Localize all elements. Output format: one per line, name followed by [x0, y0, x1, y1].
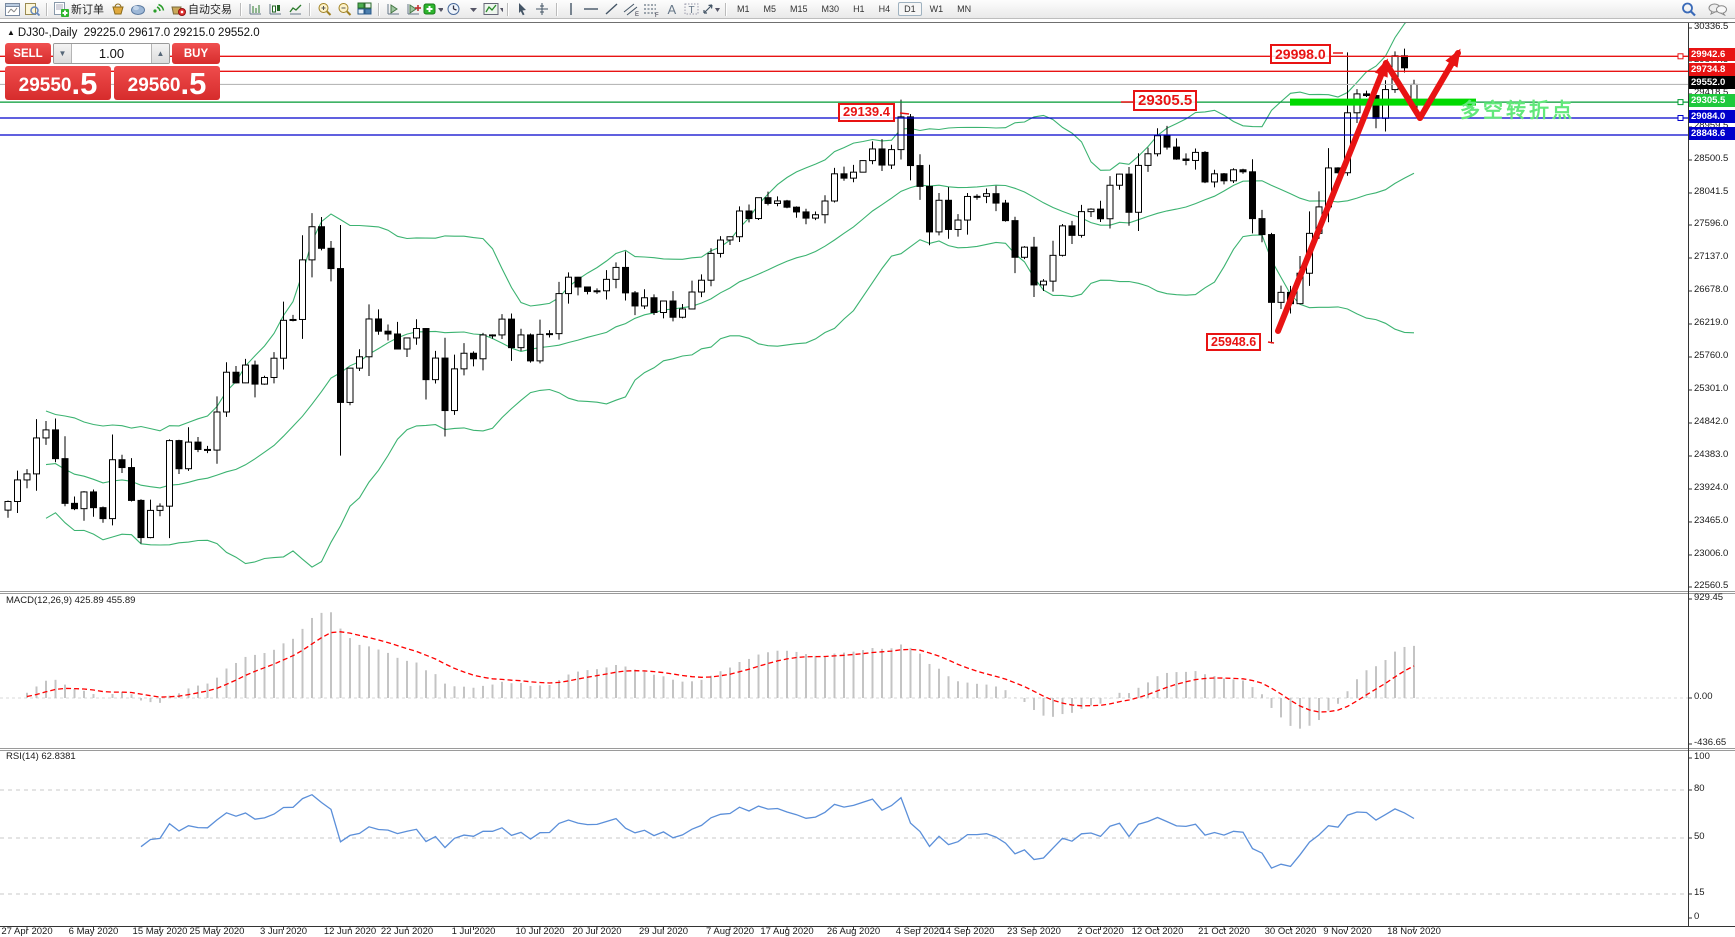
zoom-out-icon[interactable]	[334, 1, 354, 17]
toolbar-separator	[309, 2, 310, 16]
chat-icon[interactable]	[1707, 1, 1727, 17]
autotrade-label[interactable]: 自动交易	[188, 4, 232, 16]
symbol-period-label: DJ30-,Daily	[17, 27, 78, 39]
styles-bucket-icon[interactable]	[108, 1, 128, 17]
dropdown-caret-icon[interactable]	[463, 1, 483, 17]
sell-price-main: 29550	[18, 75, 72, 96]
label-tool-icon[interactable]: T	[681, 1, 701, 17]
toolbar: 新订单 自动交易 E F A T M1 M5 M15 M30 H1 H4 D1 W1 M	[0, 0, 1735, 19]
candle-chart-mode-icon[interactable]	[265, 1, 285, 17]
toolbar-separator	[240, 2, 241, 16]
tf-button-M30[interactable]: M30	[821, 4, 840, 14]
fibonacci-tool-icon[interactable]: F	[641, 1, 661, 17]
buy-button[interactable]: BUY	[172, 43, 220, 64]
volume-up-button[interactable]: ▲	[151, 44, 169, 63]
svg-text:E: E	[635, 12, 639, 17]
market-cloud-icon[interactable]	[128, 1, 148, 17]
new-order-icon[interactable]	[51, 1, 71, 17]
horizontal-line-tool-icon[interactable]	[581, 1, 601, 17]
period-clock-icon[interactable]	[443, 1, 463, 17]
chart-window-icon[interactable]	[2, 1, 22, 17]
line-chart-mode-icon[interactable]	[285, 1, 305, 17]
tf-button-W1[interactable]: W1	[929, 4, 944, 14]
toolbar-separator	[46, 2, 47, 16]
volume-stepper: ▼ 1.00 ▲	[53, 43, 170, 64]
channel-tool-icon[interactable]: E	[621, 1, 641, 17]
toolbar-separator	[725, 2, 726, 16]
crosshair-icon[interactable]	[532, 1, 552, 17]
add-indicator-icon[interactable]	[423, 1, 443, 17]
cursor-icon[interactable]	[512, 1, 532, 17]
tf-button-H1[interactable]: H1	[853, 4, 865, 14]
buy-price-main: 29560	[127, 75, 181, 96]
ohlc-readout: 29225.0 29617.0 29215.0 29552.0	[83, 27, 260, 39]
buy-price-big-digit: .5	[180, 66, 207, 101]
tf-button-D1[interactable]: D1	[898, 2, 922, 16]
text-tool-icon[interactable]: A	[661, 1, 681, 17]
one-click-trade-panel: SELL ▼ 1.00 ▲ BUY 29550.5 29560.5	[5, 43, 220, 100]
macd-histogram	[26, 612, 1415, 729]
tf-button-MN[interactable]: MN	[957, 4, 972, 14]
signals-icon[interactable]	[148, 1, 168, 17]
new-order-label[interactable]: 新订单	[71, 4, 104, 16]
toolbar-separator	[507, 2, 508, 16]
volume-value[interactable]: 1.00	[98, 46, 125, 61]
macd-signal-line	[26, 631, 1415, 713]
bar-chart-mode-icon[interactable]	[245, 1, 265, 17]
toolbar-separator	[378, 2, 379, 16]
autotrade-icon[interactable]	[168, 1, 188, 17]
bollinger-bands	[45, 23, 1415, 568]
rsi-line	[140, 793, 1415, 869]
support-bar[interactable]	[1290, 98, 1476, 106]
trendline-tool-icon[interactable]	[601, 1, 621, 17]
chart-header: ▲ DJ30-,Daily 29225.0 29617.0 29215.0 295…	[7, 27, 260, 39]
chart-canvas[interactable]	[0, 23, 1735, 937]
search-icon[interactable]	[1679, 1, 1699, 17]
toolbar-separator	[556, 2, 557, 16]
indicator-window-icon[interactable]	[383, 1, 403, 17]
tf-button-H4[interactable]: H4	[878, 4, 891, 14]
shapes-tool-icon[interactable]	[701, 1, 721, 17]
sell-button[interactable]: SELL	[5, 43, 51, 64]
pane-borders	[0, 23, 1735, 930]
zoom-in-icon[interactable]	[314, 1, 334, 17]
timeframe-bar: M1 M5 M15 M30 H1 H4 D1 W1 MN	[730, 2, 978, 16]
svg-text:A: A	[667, 2, 676, 16]
sell-price[interactable]: 29550.5	[5, 66, 111, 100]
sell-price-big-digit: .5	[71, 66, 98, 101]
trend-arrows[interactable]	[1275, 48, 1461, 334]
tf-button-M1[interactable]: M1	[737, 4, 750, 14]
vertical-line-tool-icon[interactable]	[561, 1, 581, 17]
candlestick-series	[4, 48, 1418, 544]
collapse-icon[interactable]: ▲	[7, 28, 15, 37]
svg-text:T: T	[688, 5, 694, 16]
chart-window: ▲ DJ30-,Daily 29225.0 29617.0 29215.0 295…	[0, 22, 1735, 937]
indicator-window-add-icon[interactable]	[403, 1, 423, 17]
tile-windows-icon[interactable]	[354, 1, 374, 17]
volume-down-button[interactable]: ▼	[54, 44, 72, 63]
chart-template-icon[interactable]	[483, 1, 503, 17]
tf-button-M5[interactable]: M5	[763, 4, 777, 14]
buy-price[interactable]: 29560.5	[114, 66, 220, 100]
profile-icon[interactable]	[22, 1, 42, 17]
svg-text:F: F	[655, 13, 659, 17]
tf-button-M15[interactable]: M15	[790, 4, 808, 14]
